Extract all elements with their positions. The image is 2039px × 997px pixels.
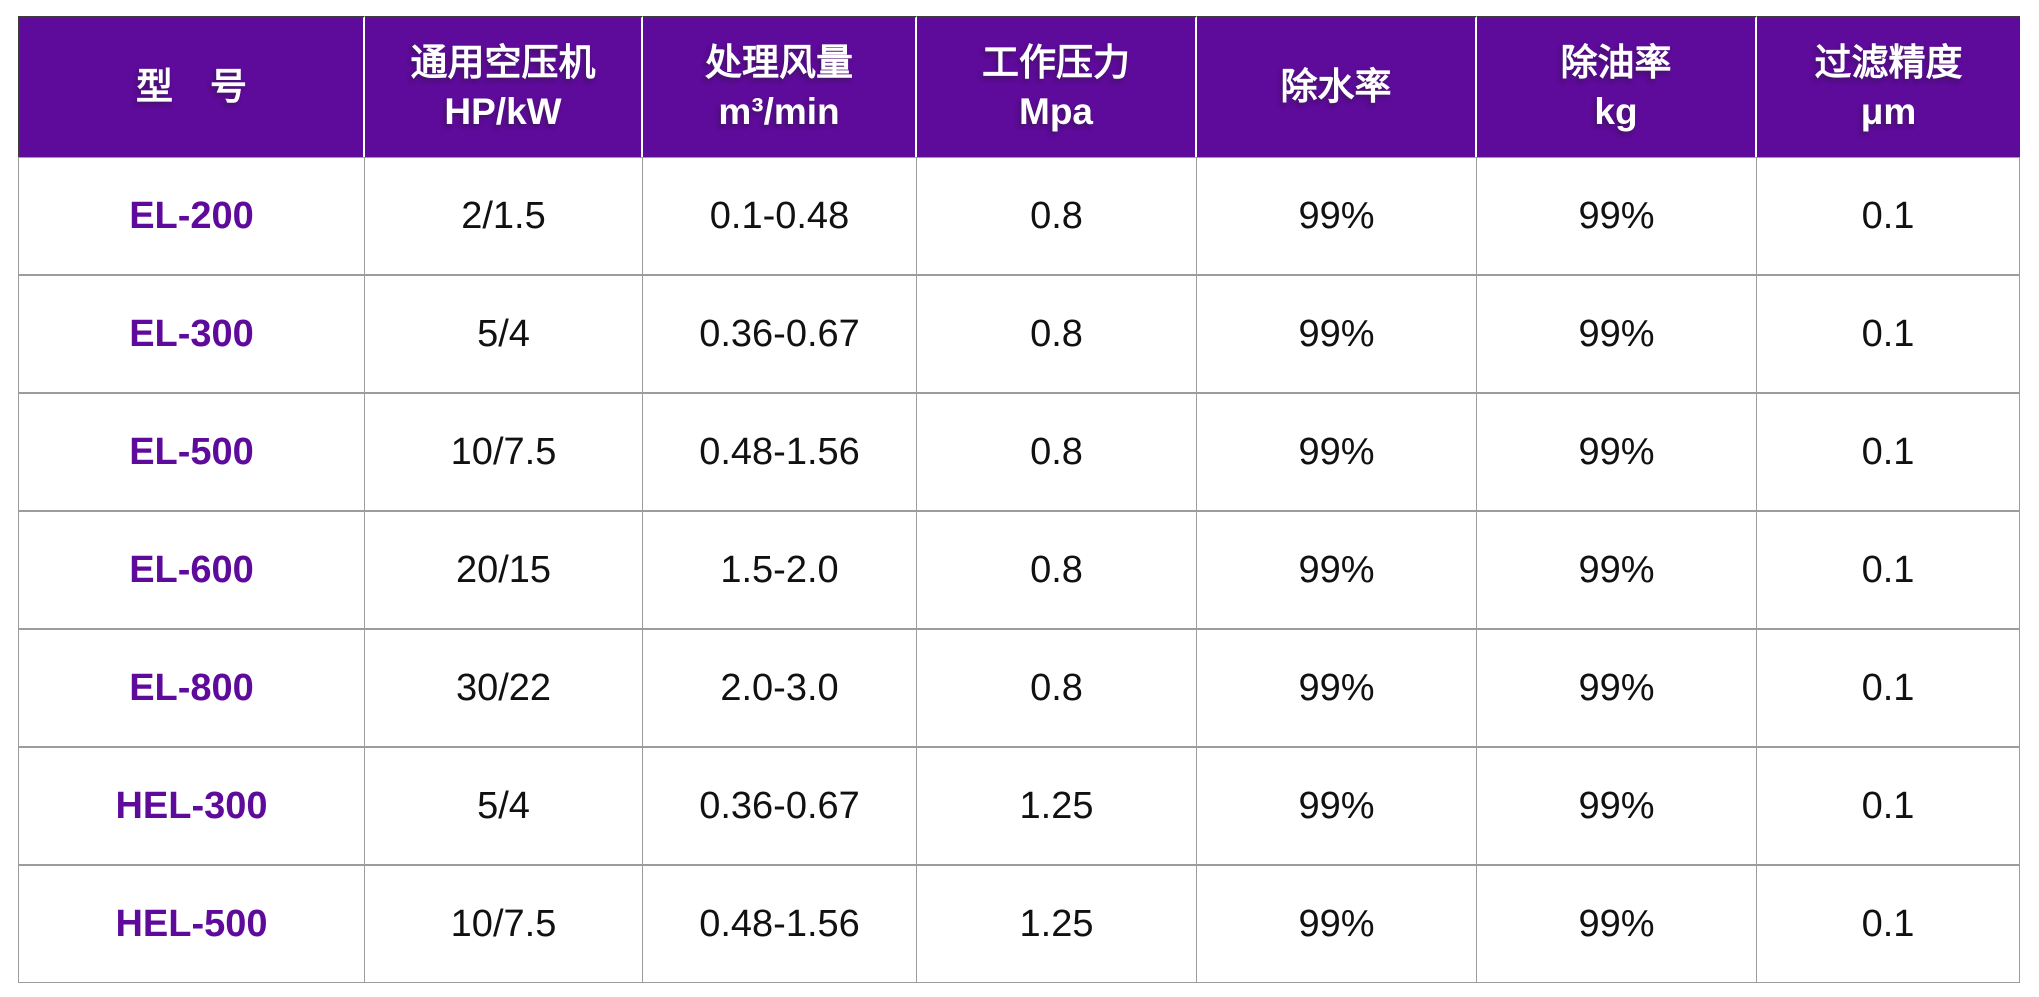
cell-pressure: 1.25 <box>917 865 1197 983</box>
cell-model: EL-500 <box>18 393 365 511</box>
cell-oil-rate: 99% <box>1477 747 1757 865</box>
column-header-filtration-precision: 过滤精度 μm <box>1757 16 2020 157</box>
column-header-working-pressure-label: 工作压力 <box>982 41 1130 83</box>
cell-air-flow: 0.48-1.56 <box>643 393 917 511</box>
cell-water-rate: 99% <box>1197 511 1477 629</box>
cell-hp-kw: 10/7.5 <box>365 865 643 983</box>
cell-pressure: 1.25 <box>917 747 1197 865</box>
cell-pressure: 0.8 <box>917 629 1197 747</box>
cell-air-flow: 1.5-2.0 <box>643 511 917 629</box>
column-header-filtration-precision-unit: μm <box>1860 90 1917 132</box>
column-header-filtration-precision-label: 过滤精度 <box>1814 41 1963 83</box>
cell-pressure: 0.8 <box>917 393 1197 511</box>
cell-oil-rate: 99% <box>1477 629 1757 747</box>
column-header-working-pressure-unit: Mpa <box>1019 90 1093 132</box>
cell-filtration: 0.1 <box>1757 865 2020 983</box>
cell-air-flow: 0.1-0.48 <box>643 157 917 275</box>
cell-oil-rate: 99% <box>1477 275 1757 393</box>
cell-water-rate: 99% <box>1197 157 1477 275</box>
cell-hp-kw: 2/1.5 <box>365 157 643 275</box>
cell-pressure: 0.8 <box>917 275 1197 393</box>
cell-oil-rate: 99% <box>1477 511 1757 629</box>
column-header-air-flow-label: 处理风量 <box>705 41 853 83</box>
cell-water-rate: 99% <box>1197 747 1477 865</box>
cell-oil-rate: 99% <box>1477 393 1757 511</box>
cell-filtration: 0.1 <box>1757 393 2020 511</box>
column-header-oil-removal-unit: kg <box>1594 90 1638 132</box>
cell-model: EL-300 <box>18 275 365 393</box>
cell-pressure: 0.8 <box>917 511 1197 629</box>
compressor-spec-table: 型 号 通用空压机 HP/kW 处理风量 m³/min 工作压力 Mpa 除水率… <box>18 16 2020 983</box>
column-header-oil-removal: 除油率 kg <box>1477 16 1757 157</box>
cell-hp-kw: 5/4 <box>365 747 643 865</box>
cell-water-rate: 99% <box>1197 275 1477 393</box>
cell-air-flow: 0.36-0.67 <box>643 747 917 865</box>
cell-air-flow: 0.36-0.67 <box>643 275 917 393</box>
cell-water-rate: 99% <box>1197 629 1477 747</box>
column-header-compressor-unit: HP/kW <box>444 90 562 132</box>
cell-pressure: 0.8 <box>917 157 1197 275</box>
cell-water-rate: 99% <box>1197 865 1477 983</box>
cell-filtration: 0.1 <box>1757 629 2020 747</box>
column-header-oil-removal-label: 除油率 <box>1560 41 1672 83</box>
cell-model: EL-800 <box>18 629 365 747</box>
cell-filtration: 0.1 <box>1757 157 2020 275</box>
cell-hp-kw: 20/15 <box>365 511 643 629</box>
cell-model: EL-200 <box>18 157 365 275</box>
cell-hp-kw: 30/22 <box>365 629 643 747</box>
column-header-compressor-label: 通用空压机 <box>410 41 596 83</box>
column-header-air-flow: 处理风量 m³/min <box>643 16 917 157</box>
cell-oil-rate: 99% <box>1477 157 1757 275</box>
cell-hp-kw: 10/7.5 <box>365 393 643 511</box>
cell-air-flow: 2.0-3.0 <box>643 629 917 747</box>
cell-filtration: 0.1 <box>1757 511 2020 629</box>
cell-hp-kw: 5/4 <box>365 275 643 393</box>
cell-water-rate: 99% <box>1197 393 1477 511</box>
column-header-model: 型 号 <box>18 16 365 157</box>
cell-model: HEL-500 <box>18 865 365 983</box>
cell-air-flow: 0.48-1.56 <box>643 865 917 983</box>
column-header-air-flow-unit: m³/min <box>718 90 840 132</box>
cell-filtration: 0.1 <box>1757 747 2020 865</box>
column-header-working-pressure: 工作压力 Mpa <box>917 16 1197 157</box>
column-header-model-label: 型 号 <box>136 66 247 108</box>
column-header-water-removal: 除水率 <box>1197 16 1477 157</box>
cell-oil-rate: 99% <box>1477 865 1757 983</box>
cell-model: EL-600 <box>18 511 365 629</box>
column-header-water-removal-label: 除水率 <box>1280 66 1392 108</box>
column-header-compressor-hp-kw: 通用空压机 HP/kW <box>365 16 643 157</box>
cell-filtration: 0.1 <box>1757 275 2020 393</box>
cell-model: HEL-300 <box>18 747 365 865</box>
